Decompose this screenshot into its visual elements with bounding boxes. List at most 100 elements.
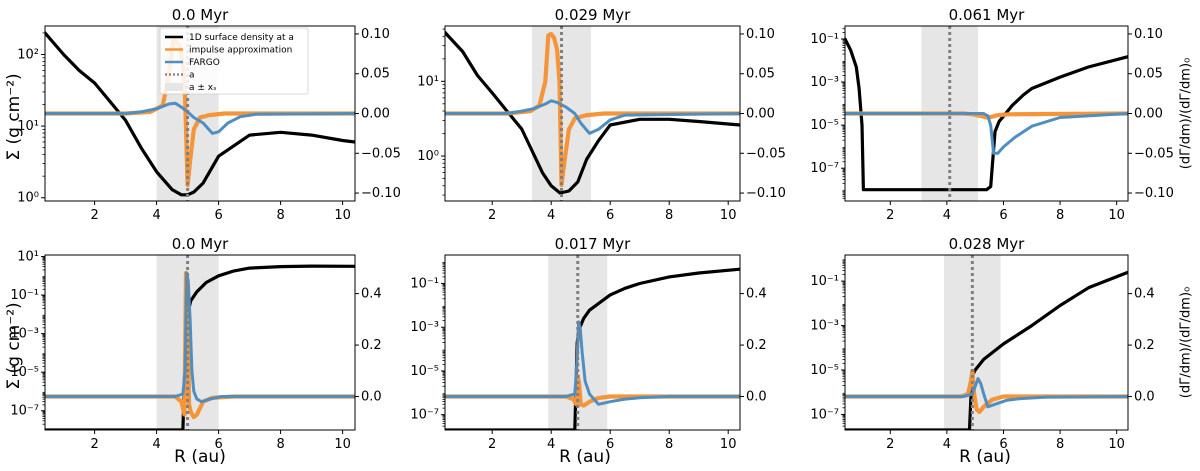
panel-4-ytick-label: 10⁻⁷ [10, 404, 39, 419]
panel-6-y2tick-label: 0.2 [1134, 338, 1155, 353]
panel-3-series-1d-surface-density-at-a [845, 37, 1128, 192]
panel-3-xtick-label: 6 [999, 208, 1007, 223]
panel-1-ytick-label: 10² [17, 47, 39, 62]
panel-6-xtick-label: 4 [943, 437, 951, 452]
legend-label: impulse approximation [189, 46, 292, 56]
panel-4: 2 4 6 8 10 10⁻⁷ 10⁻⁵ 10⁻³ 10⁻¹ 10¹ 0.0 0.2 0.4 0.0 My… [10, 235, 381, 452]
panel-5-y2tick-label: 0.0 [746, 390, 767, 405]
panel-4-y2tick-label: 0.0 [361, 390, 382, 405]
panel-3-y2tick-label: 0.10 [1134, 27, 1163, 42]
panel-2-ytick-label: 10¹ [417, 74, 439, 89]
panel-3: 2 4 6 8 10 10⁻⁷ 10⁻⁵ 10⁻³ 10⁻¹ −0.10 −0.05 0.00 0.05… [810, 6, 1193, 223]
panel-2-xtick-label: 2 [488, 208, 496, 223]
panel-1-xtick-label: 4 [152, 208, 160, 223]
panel-5-series-impulse-approximation [445, 373, 740, 408]
panel-4-xtick-label: 2 [90, 437, 98, 452]
panel-4-frame [44, 254, 356, 431]
panel-1-xtick-label: 10 [334, 208, 351, 223]
panel-5-y2tick-label: 0.4 [746, 287, 767, 302]
panel-1-y2tick-label: 0.05 [361, 67, 390, 82]
panel-1-y2tick-label: 0.10 [361, 27, 390, 42]
panel-6-ytick-label: 10⁻⁷ [810, 407, 839, 422]
left-ylabel-bottom: Σ (g cm⁻²) [4, 302, 24, 389]
panel-5-xtick-label: 4 [547, 437, 555, 452]
panel-4-series-fargo [45, 271, 355, 404]
panel-5-ytick-label: 10⁻³ [410, 320, 439, 335]
panel-2-series-impulse-approximation [445, 31, 740, 188]
panel-4-xtick-label: 8 [276, 437, 284, 452]
panel-1-xtick-label: 6 [214, 208, 222, 223]
panel-5-xtick-label: 6 [606, 437, 614, 452]
panel-3-title: 0.061 Myr [949, 6, 1026, 24]
panel-3-y2tick-label: −0.05 [1134, 146, 1174, 161]
panel-4-y2tick-label: 0.4 [361, 287, 382, 302]
panel-5-y2tick-label: 0.2 [746, 338, 767, 353]
panel-4-y2tick-label: 0.2 [361, 338, 382, 353]
panel-2-title: 0.029 Myr [555, 6, 632, 24]
panel-1-ytick-label: 10¹ [17, 119, 39, 134]
panel-6-series-1d-surface-density-at-a [845, 270, 1128, 430]
legend-label: FARGO [189, 58, 220, 68]
xlabel-3: R (au) [959, 447, 1011, 467]
panel-3-plot-area [845, 26, 1128, 201]
panel-6-xtick-label: 10 [1108, 437, 1125, 452]
panel-3-ytick-label: 10⁻³ [810, 75, 839, 90]
panel-5: 2 4 6 8 10 10⁻⁷ 10⁻⁵ 10⁻³ 10⁻¹ 0.0 0.2 0.4 0.017 Myr [410, 235, 766, 452]
panel-2-xtick-label: 10 [720, 208, 737, 223]
panel-4-ytick-label: 10⁻⁵ [10, 365, 39, 380]
panel-2-y2tick-label: 0.10 [746, 27, 775, 42]
legend-frame [159, 27, 309, 95]
xlabel-2: R (au) [559, 447, 611, 467]
panel-3-right-ylabel: (dΓ/dm)/(dΓ/dm)₀ [1179, 58, 1194, 169]
panel-6-y2tick-label: 0.0 [1134, 390, 1155, 405]
panel-1-xtick-label: 8 [276, 208, 284, 223]
legend-label: 1D surface density at a [189, 33, 294, 43]
panel-6-y2tick-label: 0.4 [1134, 287, 1155, 302]
panel-6-xtick-label: 6 [999, 437, 1007, 452]
panel-2-y2tick-label: 0.05 [746, 67, 775, 82]
panel-6-ytick-label: 10⁻⁵ [810, 363, 839, 378]
panel-6-frame [844, 254, 1129, 431]
panel-1-series-fargo [45, 101, 355, 135]
panel-3-ytick-label: 10⁻⁷ [810, 161, 839, 176]
panel-6: 2 4 6 8 10 10⁻⁷ 10⁻⁵ 10⁻³ 10⁻¹ 0.0 0.2 0.4 0.028 Myr… [810, 235, 1193, 452]
panel-4-xtick-label: 4 [152, 437, 160, 452]
legend-label: a [189, 71, 195, 81]
panel-5-series-fargo [445, 320, 740, 406]
panel-3-ytick-label: 10⁻⁵ [810, 118, 839, 133]
panel-5-xtick-label: 8 [665, 437, 673, 452]
panel-3-xtick-label: 2 [886, 208, 894, 223]
panel-1-xtick-label: 2 [90, 208, 98, 223]
panel-3-y2tick-label: −0.10 [1134, 186, 1174, 201]
panel-5-xtick-label: 2 [488, 437, 496, 452]
panel-5-ytick-label: 10⁻⁷ [410, 408, 439, 423]
legend-swatch-band [165, 83, 183, 91]
panel-4-xtick-label: 10 [334, 437, 351, 452]
panel-1-title: 0.0 Myr [172, 6, 229, 24]
panel-1-y2tick-label: −0.10 [361, 186, 401, 201]
panel-6-ytick-label: 10⁻³ [810, 319, 839, 334]
panel-6-ytick-label: 10⁻¹ [810, 274, 839, 289]
panel-2-xtick-label: 6 [606, 208, 614, 223]
panel-3-xtick-label: 8 [1056, 208, 1064, 223]
panel-1-y2tick-label: −0.05 [361, 146, 401, 161]
panel-4-plot-area [45, 255, 355, 430]
panel-5-ytick-label: 10⁻¹ [410, 276, 439, 291]
panel-2-series-1d-surface-density-at-a [445, 30, 740, 195]
panel-2-xtick-label: 8 [665, 208, 673, 223]
panel-4-ytick-label: 10⁻¹ [10, 288, 39, 303]
panel-2-series-fargo [445, 99, 740, 135]
panel-1-y2tick-label: 0.00 [361, 107, 390, 122]
panel-4-xtick-label: 6 [214, 437, 222, 452]
panel-5-title: 0.017 Myr [555, 235, 632, 253]
panel-6-xtick-label: 8 [1056, 437, 1064, 452]
panel-3-ytick-label: 10⁻¹ [810, 32, 839, 47]
panel-3-xtick-label: 10 [1108, 208, 1125, 223]
panel-5-plot-area [445, 255, 740, 430]
panel-2-y2tick-label: 0.00 [746, 107, 775, 122]
panel-3-series-fargo [845, 112, 1128, 155]
panel-2-ytick-label: 10⁰ [417, 149, 439, 164]
legend-label: a ± xₛ [189, 83, 216, 93]
panel-4-title: 0.0 Myr [172, 235, 229, 253]
panel-4-ytick-label: 10⁻³ [10, 327, 39, 342]
